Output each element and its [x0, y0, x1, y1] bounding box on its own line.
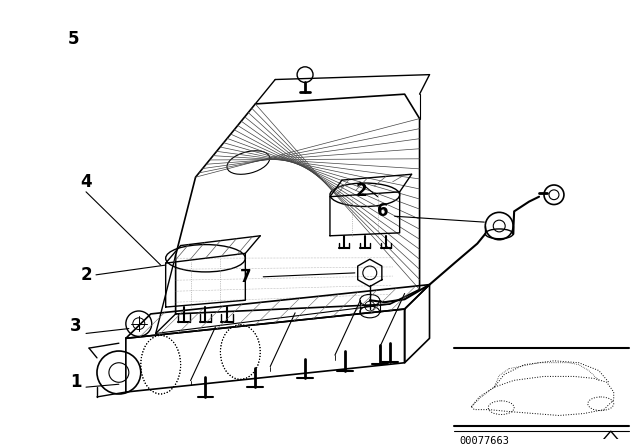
Text: 6: 6 [377, 202, 388, 220]
Text: 2: 2 [80, 266, 92, 284]
Text: 3: 3 [70, 317, 82, 335]
Text: 00077663: 00077663 [460, 436, 509, 446]
Text: 4: 4 [80, 173, 92, 191]
Text: 5: 5 [67, 30, 79, 47]
Text: 7: 7 [239, 268, 251, 286]
Text: 1: 1 [70, 373, 82, 391]
Text: 2: 2 [356, 182, 367, 200]
